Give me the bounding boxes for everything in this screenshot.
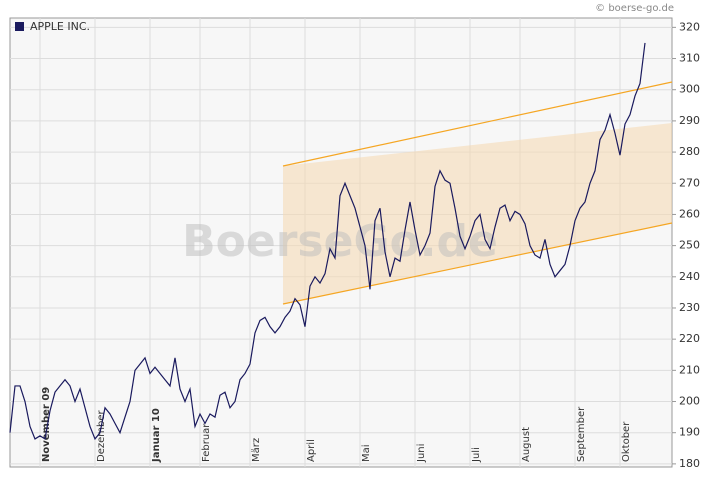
x-tick-label: Mai [361, 444, 372, 462]
x-tick-label: Oktober [621, 421, 632, 462]
y-tick-label: 230 [679, 301, 700, 314]
price-line [9, 42, 646, 441]
x-tick-label: Juli [471, 447, 482, 463]
y-tick-label: 260 [679, 207, 700, 220]
y-tick-label: 250 [679, 239, 700, 252]
trend-channel [283, 123, 672, 304]
y-tick-label: 280 [679, 145, 700, 158]
y-tick-label: 210 [679, 363, 700, 376]
source: © boerse-go.de [595, 3, 674, 14]
y-tick-label: 300 [679, 83, 700, 96]
y-tick-label: 180 [679, 457, 700, 470]
y-tick-label: 310 [679, 52, 700, 65]
y-tick-label: 270 [679, 176, 700, 189]
watermark: BoerseGo.de [182, 216, 498, 267]
x-tick-label: März [251, 438, 262, 462]
x-tick-label: Januar 10 [151, 408, 162, 463]
y-tick-label: 240 [679, 270, 700, 283]
legend-label: APPLE INC. [30, 20, 90, 33]
x-tick-label: September [576, 406, 587, 462]
x-tick-label: April [306, 439, 317, 462]
y-tick-label: 190 [679, 426, 700, 439]
y-tick-label: 200 [679, 395, 700, 408]
legend-swatch [15, 22, 24, 31]
x-tick-label: Juni [416, 444, 427, 463]
channel-lower [282, 222, 673, 305]
x-tick-label: Februar [201, 423, 212, 462]
x-tick-label: Dezember [96, 410, 107, 462]
y-tick-label: 320 [679, 20, 700, 33]
x-tick-label: November 09 [41, 387, 52, 462]
y-tick-label: 290 [679, 114, 700, 127]
x-tick-label: August [521, 427, 532, 462]
channel-upper [282, 81, 673, 167]
y-tick-label: 220 [679, 332, 700, 345]
